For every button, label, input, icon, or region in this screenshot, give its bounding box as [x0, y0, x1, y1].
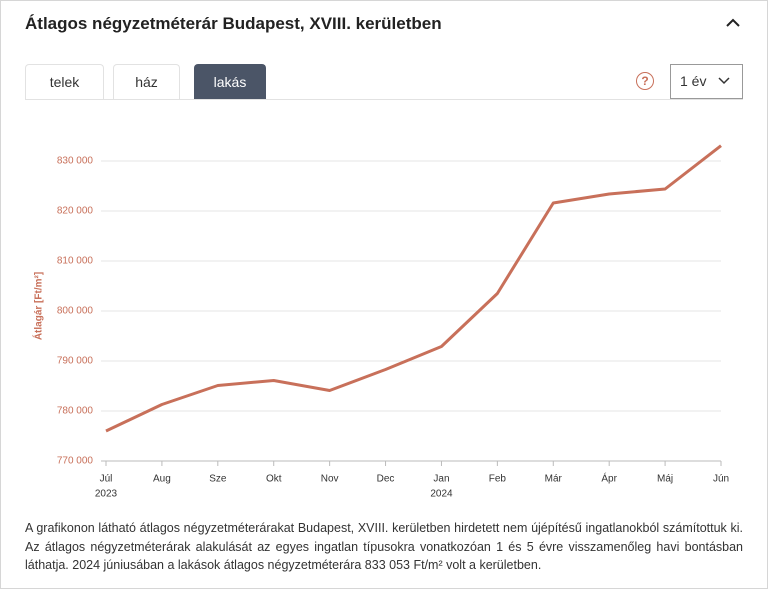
data-line — [105, 144, 722, 433]
select-chevron — [718, 77, 730, 85]
tab[interactable]: ház — [113, 64, 180, 99]
y-tick-label: 820 000 — [57, 206, 94, 217]
x-tick-label: Máj — [657, 474, 673, 485]
x-tick-label: Jún — [713, 474, 729, 485]
x-tick-label: Feb — [489, 474, 507, 485]
period-select[interactable]: 1 év — [670, 64, 743, 99]
collapse-icon[interactable] — [726, 18, 740, 27]
x-tick-label: Júl — [100, 474, 113, 485]
y-tick-label: 790 000 — [57, 356, 94, 367]
y-tick-label: 810 000 — [57, 256, 94, 267]
x-tick-year: 2024 — [430, 489, 453, 500]
x-tick-label: Már — [545, 474, 563, 485]
footnote: A grafikonon látható átlagos négyzetméte… — [25, 521, 743, 572]
x-tick-label: Ápr — [601, 472, 617, 485]
x-tick-label: Nov — [321, 474, 339, 485]
help-icon[interactable]: ? — [636, 72, 654, 90]
y-tick-label: 770 000 — [57, 456, 94, 467]
x-tick-year: 2023 — [95, 489, 118, 500]
x-tick-label: Jan — [433, 474, 449, 485]
x-tick-label: Sze — [209, 474, 227, 485]
y-tick-label: 830 000 — [57, 156, 94, 167]
tab[interactable]: lakás — [194, 64, 266, 99]
y-tick-label: 780 000 — [57, 406, 94, 417]
y-axis-label: Átlagár [Ft/m²] — [32, 272, 45, 340]
x-tick-label: Okt — [266, 474, 282, 485]
x-tick-label: Dec — [377, 474, 395, 485]
tab[interactable]: telek — [25, 64, 104, 99]
widget-title: Átlagos négyzetméterár Budapest, XVIII. … — [25, 14, 442, 33]
x-tick-label: Aug — [153, 474, 171, 485]
y-tick-label: 800 000 — [57, 306, 94, 317]
